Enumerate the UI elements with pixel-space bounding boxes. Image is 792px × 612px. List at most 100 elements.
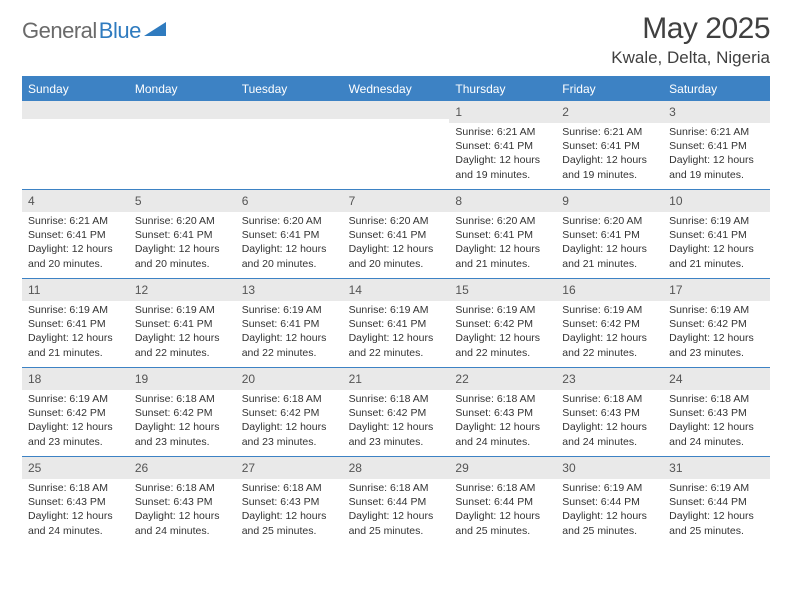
sunrise-text: Sunrise: 6:21 AM: [455, 125, 550, 139]
sunset-text: Sunset: 6:41 PM: [242, 228, 337, 242]
sunset-text: Sunset: 6:41 PM: [135, 228, 230, 242]
day-number-row: 4: [22, 190, 129, 212]
sunset-text: Sunset: 6:43 PM: [242, 495, 337, 509]
sunset-text: Sunset: 6:43 PM: [669, 406, 764, 420]
sunrise-text: Sunrise: 6:19 AM: [669, 214, 764, 228]
daylight-text: Daylight: 12 hours and 20 minutes.: [135, 242, 230, 270]
sunrise-text: Sunrise: 6:19 AM: [562, 303, 657, 317]
day-cell-body: Sunrise: 6:21 AMSunset: 6:41 PMDaylight:…: [556, 123, 663, 186]
page-header: GeneralBlue May 2025 Kwale, Delta, Niger…: [22, 12, 770, 68]
day-number-row: 15: [449, 279, 556, 301]
day-number-row: 30: [556, 457, 663, 479]
weekday-header: Tuesday: [236, 78, 343, 101]
day-number-row: 19: [129, 368, 236, 390]
day-number: 1: [455, 105, 462, 119]
calendar-page: GeneralBlue May 2025 Kwale, Delta, Niger…: [0, 0, 792, 555]
daylight-text: Daylight: 12 hours and 23 minutes.: [28, 420, 123, 448]
weekday-header: Friday: [556, 78, 663, 101]
logo-text-blue: Blue: [99, 18, 141, 44]
weekday-header: Wednesday: [343, 78, 450, 101]
day-cell-body: Sunrise: 6:19 AMSunset: 6:41 PMDaylight:…: [129, 301, 236, 364]
day-cell-body: Sunrise: 6:18 AMSunset: 6:44 PMDaylight:…: [343, 479, 450, 542]
sunrise-text: Sunrise: 6:18 AM: [135, 392, 230, 406]
weekday-header: Monday: [129, 78, 236, 101]
sunrise-text: Sunrise: 6:18 AM: [28, 481, 123, 495]
sunset-text: Sunset: 6:41 PM: [455, 139, 550, 153]
daylight-text: Daylight: 12 hours and 23 minutes.: [242, 420, 337, 448]
day-cell: 25Sunrise: 6:18 AMSunset: 6:43 PMDayligh…: [22, 457, 129, 545]
day-number-row: [22, 101, 129, 119]
sunset-text: Sunset: 6:43 PM: [28, 495, 123, 509]
day-number: 19: [135, 372, 148, 386]
sunset-text: Sunset: 6:42 PM: [28, 406, 123, 420]
day-cell-body: [236, 119, 343, 179]
day-number-row: 14: [343, 279, 450, 301]
sunrise-text: Sunrise: 6:19 AM: [135, 303, 230, 317]
day-cell-body: Sunrise: 6:18 AMSunset: 6:43 PMDaylight:…: [663, 390, 770, 453]
day-number-row: 13: [236, 279, 343, 301]
day-cell: 4Sunrise: 6:21 AMSunset: 6:41 PMDaylight…: [22, 190, 129, 278]
daylight-text: Daylight: 12 hours and 22 minutes.: [242, 331, 337, 359]
daylight-text: Daylight: 12 hours and 24 minutes.: [455, 420, 550, 448]
sunrise-text: Sunrise: 6:21 AM: [28, 214, 123, 228]
day-number-row: 6: [236, 190, 343, 212]
sunrise-text: Sunrise: 6:18 AM: [242, 392, 337, 406]
day-cell-body: Sunrise: 6:19 AMSunset: 6:41 PMDaylight:…: [236, 301, 343, 364]
day-cell-body: Sunrise: 6:21 AMSunset: 6:41 PMDaylight:…: [22, 212, 129, 275]
day-cell-body: Sunrise: 6:19 AMSunset: 6:41 PMDaylight:…: [663, 212, 770, 275]
location-text: Kwale, Delta, Nigeria: [611, 48, 770, 68]
day-number: 8: [455, 194, 462, 208]
daylight-text: Daylight: 12 hours and 24 minutes.: [562, 420, 657, 448]
day-cell: 18Sunrise: 6:19 AMSunset: 6:42 PMDayligh…: [22, 368, 129, 456]
daylight-text: Daylight: 12 hours and 22 minutes.: [562, 331, 657, 359]
day-number: 2: [562, 105, 569, 119]
day-number: 9: [562, 194, 569, 208]
day-cell-body: Sunrise: 6:18 AMSunset: 6:43 PMDaylight:…: [22, 479, 129, 542]
daylight-text: Daylight: 12 hours and 19 minutes.: [669, 153, 764, 181]
day-number-row: 11: [22, 279, 129, 301]
sunset-text: Sunset: 6:41 PM: [242, 317, 337, 331]
day-cell-body: Sunrise: 6:18 AMSunset: 6:43 PMDaylight:…: [449, 390, 556, 453]
sunset-text: Sunset: 6:44 PM: [562, 495, 657, 509]
day-number-row: 8: [449, 190, 556, 212]
sunset-text: Sunset: 6:43 PM: [135, 495, 230, 509]
weekday-header-row: SundayMondayTuesdayWednesdayThursdayFrid…: [22, 78, 770, 101]
daylight-text: Daylight: 12 hours and 21 minutes.: [669, 242, 764, 270]
day-cell-body: [343, 119, 450, 179]
daylight-text: Daylight: 12 hours and 24 minutes.: [669, 420, 764, 448]
day-number-row: 31: [663, 457, 770, 479]
sunrise-text: Sunrise: 6:20 AM: [242, 214, 337, 228]
day-number: 3: [669, 105, 676, 119]
day-cell: 21Sunrise: 6:18 AMSunset: 6:42 PMDayligh…: [343, 368, 450, 456]
day-cell: 31Sunrise: 6:19 AMSunset: 6:44 PMDayligh…: [663, 457, 770, 545]
day-number: 14: [349, 283, 362, 297]
day-cell: 29Sunrise: 6:18 AMSunset: 6:44 PMDayligh…: [449, 457, 556, 545]
daylight-text: Daylight: 12 hours and 19 minutes.: [562, 153, 657, 181]
daylight-text: Daylight: 12 hours and 22 minutes.: [349, 331, 444, 359]
day-cell-body: Sunrise: 6:20 AMSunset: 6:41 PMDaylight:…: [556, 212, 663, 275]
sunset-text: Sunset: 6:41 PM: [562, 228, 657, 242]
day-cell: 26Sunrise: 6:18 AMSunset: 6:43 PMDayligh…: [129, 457, 236, 545]
day-cell-body: Sunrise: 6:18 AMSunset: 6:42 PMDaylight:…: [236, 390, 343, 453]
day-cell: 11Sunrise: 6:19 AMSunset: 6:41 PMDayligh…: [22, 279, 129, 367]
day-cell-body: [22, 119, 129, 179]
day-number: 26: [135, 461, 148, 475]
day-number-row: 7: [343, 190, 450, 212]
day-cell-body: Sunrise: 6:20 AMSunset: 6:41 PMDaylight:…: [343, 212, 450, 275]
daylight-text: Daylight: 12 hours and 19 minutes.: [455, 153, 550, 181]
day-cell: 16Sunrise: 6:19 AMSunset: 6:42 PMDayligh…: [556, 279, 663, 367]
daylight-text: Daylight: 12 hours and 20 minutes.: [28, 242, 123, 270]
daylight-text: Daylight: 12 hours and 24 minutes.: [28, 509, 123, 537]
day-number-row: 10: [663, 190, 770, 212]
sunset-text: Sunset: 6:44 PM: [349, 495, 444, 509]
day-number: 6: [242, 194, 249, 208]
month-title: May 2025: [611, 12, 770, 46]
empty-cell: [22, 101, 129, 189]
day-number-row: 12: [129, 279, 236, 301]
day-cell-body: Sunrise: 6:18 AMSunset: 6:42 PMDaylight:…: [129, 390, 236, 453]
daylight-text: Daylight: 12 hours and 22 minutes.: [135, 331, 230, 359]
day-cell: 9 Sunrise: 6:20 AMSunset: 6:41 PMDaylight…: [556, 190, 663, 278]
sunrise-text: Sunrise: 6:18 AM: [349, 392, 444, 406]
day-number: 12: [135, 283, 148, 297]
day-cell-body: Sunrise: 6:18 AMSunset: 6:44 PMDaylight:…: [449, 479, 556, 542]
